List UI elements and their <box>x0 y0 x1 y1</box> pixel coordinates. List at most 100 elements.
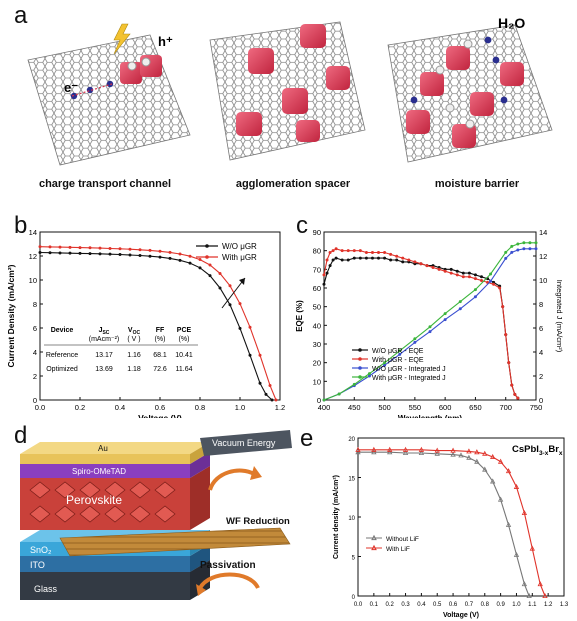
table-header: PCE <box>177 327 192 334</box>
x-tick-label: 0.6 <box>449 602 458 608</box>
data-point <box>474 449 480 455</box>
data-point <box>395 254 399 258</box>
data-point <box>419 262 423 266</box>
data-point <box>68 251 72 255</box>
data-point <box>434 450 440 456</box>
perovskite-cube <box>326 66 350 90</box>
y-tick-label: 0 <box>33 396 37 405</box>
y-axis-label: Current density (mA/cm²) <box>333 475 340 559</box>
x-tick-label: 0.2 <box>75 403 85 412</box>
caption-charge-transport: charge transport channel <box>38 178 172 190</box>
data-point <box>340 249 344 253</box>
light-bolt-icon <box>113 23 131 55</box>
data-point <box>274 398 278 402</box>
table-header: FF <box>156 327 165 334</box>
data-point <box>443 312 447 316</box>
data-point <box>148 254 152 258</box>
data-point <box>178 258 182 262</box>
data-point <box>334 247 338 251</box>
y2-axis-label: Integrated J (mA/cm²) <box>555 280 564 353</box>
data-point <box>258 381 262 385</box>
data-point <box>352 249 356 253</box>
data-point <box>383 251 387 255</box>
x-tick-label: 600 <box>439 403 452 412</box>
x-tick-label: 1.3 <box>560 602 569 608</box>
data-point <box>490 478 496 484</box>
series-line <box>358 449 546 597</box>
perovskite-cube <box>120 62 142 84</box>
x-tick-label: 0.0 <box>354 602 363 608</box>
data-point <box>68 245 72 249</box>
y-axis-label: EQE (%) <box>295 300 304 332</box>
data-point <box>474 458 480 464</box>
plot-frame <box>357 437 565 597</box>
data-point <box>118 253 122 257</box>
x-tick-label: 400 <box>318 403 331 412</box>
perovskite-cube <box>420 72 444 96</box>
perovskite-cube <box>236 112 262 136</box>
perovskite-cube <box>140 55 162 77</box>
data-point <box>387 449 393 455</box>
y-tick-label: 10 <box>348 516 355 522</box>
data-point <box>522 247 526 251</box>
x-tick-label: 0.8 <box>195 403 205 412</box>
y-tick-label: 90 <box>313 228 321 237</box>
x-tick-label: 0.1 <box>370 602 379 608</box>
chart-c-eqe: 400 450 500 550 600 650 700 7500102030405060708… <box>295 228 564 418</box>
data-point <box>413 260 417 264</box>
x-tick-label: 1.2 <box>544 602 553 608</box>
table-header: VOC <box>128 327 141 336</box>
data-point <box>528 247 532 251</box>
y2-tick-label: 0 <box>539 396 543 405</box>
y-tick-label: 4 <box>33 348 37 357</box>
data-point <box>188 254 192 258</box>
y2-tick-label: 12 <box>539 252 547 261</box>
water-molecule <box>463 39 473 49</box>
trend-arrow <box>221 277 246 309</box>
legend-label: W/O μGR - EQE <box>372 348 424 355</box>
water-molecule <box>484 36 492 44</box>
data-point <box>334 256 338 260</box>
data-point <box>198 266 202 270</box>
y-axis-label: Current Density (mA/cm²) <box>6 264 16 367</box>
data-point <box>425 264 429 268</box>
label-vacuum-energy: Vacuum Energy <box>212 438 276 448</box>
data-point <box>507 361 511 365</box>
x-tick-label: 1.0 <box>512 602 521 608</box>
data-point <box>264 392 268 396</box>
x-axis-label: Voltage (V) <box>138 413 182 418</box>
data-point <box>328 251 332 255</box>
label-ito: ITO <box>30 560 45 570</box>
data-point <box>58 251 62 255</box>
data-point <box>473 273 477 277</box>
x-axis-label: Voltage (V) <box>443 612 479 619</box>
data-point <box>443 318 447 322</box>
y-tick-label: 20 <box>348 437 355 443</box>
perovskite-cube <box>248 48 274 74</box>
x-tick-label: 0.4 <box>417 602 426 608</box>
data-point <box>322 282 326 286</box>
x-tick-label: 450 <box>348 403 361 412</box>
data-point <box>108 252 112 256</box>
data-point <box>489 279 493 283</box>
table-cell: 11.64 <box>176 366 193 373</box>
data-point <box>208 263 212 267</box>
data-point <box>322 398 326 402</box>
data-point <box>528 241 532 245</box>
x-tick-label: 550 <box>409 403 422 412</box>
data-point <box>198 258 202 262</box>
data-point <box>238 302 242 306</box>
data-point <box>387 446 393 452</box>
chart-title: CsPbI3-xBrx <box>512 444 563 457</box>
label-au: Au <box>98 444 108 453</box>
table-cell: 1.18 <box>127 366 141 373</box>
data-point <box>389 258 393 262</box>
data-point <box>510 250 514 254</box>
data-point <box>48 251 52 255</box>
data-point <box>331 258 335 262</box>
y2-tick-label: 14 <box>539 228 547 237</box>
data-point <box>529 545 535 551</box>
table-cell: 1.16 <box>127 352 141 359</box>
y-tick-label: 20 <box>313 359 321 368</box>
data-point <box>58 245 62 249</box>
